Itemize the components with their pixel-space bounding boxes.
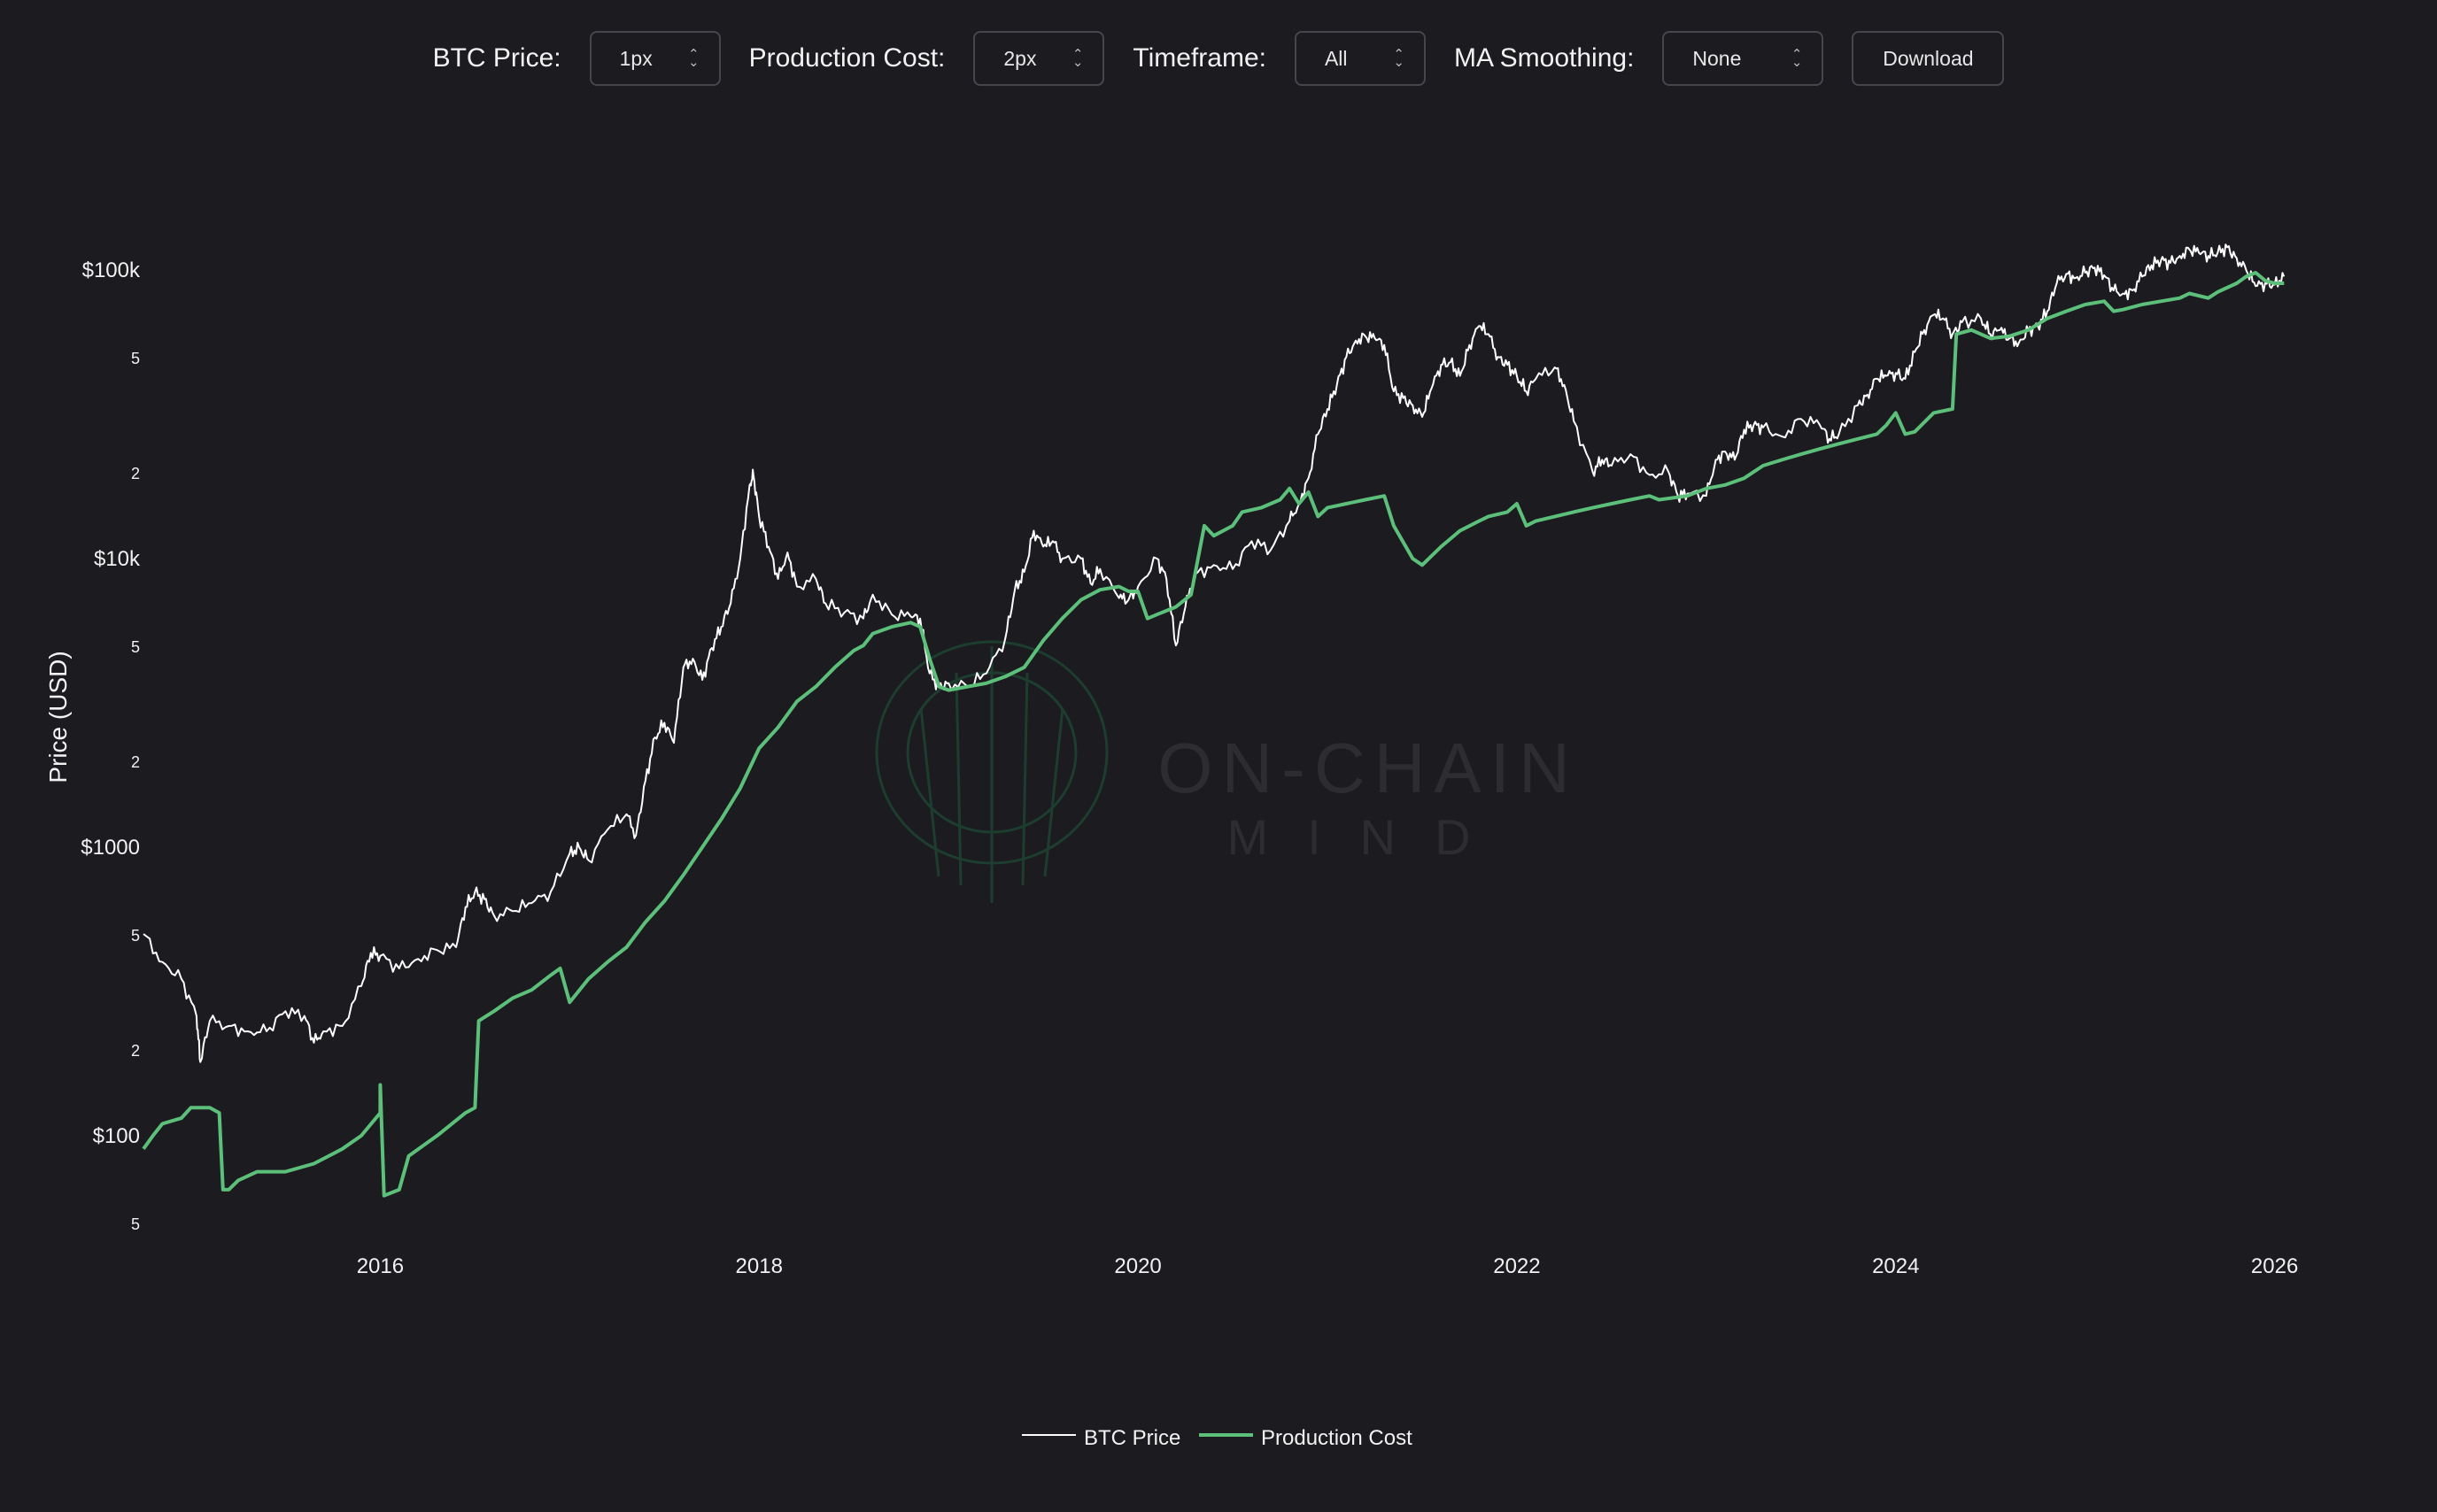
y-tick-label: 2 — [131, 753, 140, 771]
watermark-line2: MIND — [1226, 809, 1509, 865]
y-tick-label: $100k — [82, 258, 141, 282]
ma-smoothing-value: None — [1692, 46, 1742, 70]
y-axis-label: Price (USD) — [44, 651, 72, 783]
production-cost-line — [142, 271, 2285, 1198]
watermark: ON-CHAIN MIND — [875, 640, 1579, 903]
y-tick-label: $10k — [94, 547, 141, 571]
btc-price-label: BTC Price: — [432, 43, 561, 73]
production-cost-value: 2px — [1003, 46, 1037, 70]
timeframe-value: All — [1324, 46, 1348, 70]
y-tick-label: 5 — [131, 927, 140, 945]
x-tick-label: 2018 — [736, 1254, 783, 1278]
y-tick-label: 5 — [131, 1215, 140, 1233]
btc-price-value: 1px — [619, 46, 653, 70]
legend: BTC Price Production Cost — [1022, 1426, 1412, 1450]
watermark-line1: ON-CHAIN — [1157, 729, 1579, 807]
brain-tree-logo — [875, 640, 1109, 903]
y-tick-label: $100 — [93, 1124, 140, 1148]
x-axis-ticks: 2016 2018 2020 2022 2024 2026 — [357, 1254, 2299, 1278]
chevron-updown-icon: ⌃ ⌄ — [1072, 47, 1084, 70]
x-tick-label: 2026 — [2251, 1254, 2298, 1278]
production-cost-select[interactable]: 2px ⌃ ⌄ — [973, 31, 1105, 86]
timeframe-label: Timeframe: — [1133, 43, 1266, 73]
chevron-updown-icon: ⌃ ⌄ — [688, 47, 700, 70]
ma-smoothing-select[interactable]: None ⌃ ⌄ — [1662, 31, 1824, 86]
x-tick-label: 2016 — [357, 1254, 404, 1278]
legend-btc-label: BTC Price — [1084, 1426, 1180, 1450]
chevron-updown-icon: ⌃ ⌄ — [1393, 47, 1404, 70]
series-lines — [142, 243, 2286, 1198]
chevron-updown-icon: ⌃ ⌄ — [1791, 47, 1803, 70]
y-tick-label: $1000 — [81, 836, 140, 860]
y-tick-label: 2 — [131, 465, 140, 482]
ma-smoothing-label: MA Smoothing: — [1453, 43, 1635, 73]
download-button[interactable]: Download — [1852, 31, 2005, 86]
y-tick-label: 2 — [131, 1042, 140, 1060]
y-axis-ticks: 5 $100 2 5 $1000 2 5 $10k 2 5 $100k — [81, 258, 141, 1233]
y-tick-label: 5 — [131, 638, 140, 656]
legend-cost-label: Production Cost — [1261, 1426, 1412, 1450]
x-tick-label: 2022 — [1493, 1254, 1540, 1278]
timeframe-select[interactable]: All ⌃ ⌄ — [1294, 31, 1426, 86]
x-tick-label: 2024 — [1872, 1254, 1919, 1278]
x-tick-label: 2020 — [1114, 1254, 1161, 1278]
controls-bar: BTC Price: 1px ⌃ ⌄ Production Cost: 2px ⌃… — [0, 0, 2437, 117]
btc-price-select[interactable]: 1px ⌃ ⌄ — [589, 31, 721, 86]
production-cost-label: Production Cost: — [748, 43, 946, 73]
y-tick-label: 5 — [131, 350, 140, 367]
btc-price-line — [143, 243, 2286, 1063]
